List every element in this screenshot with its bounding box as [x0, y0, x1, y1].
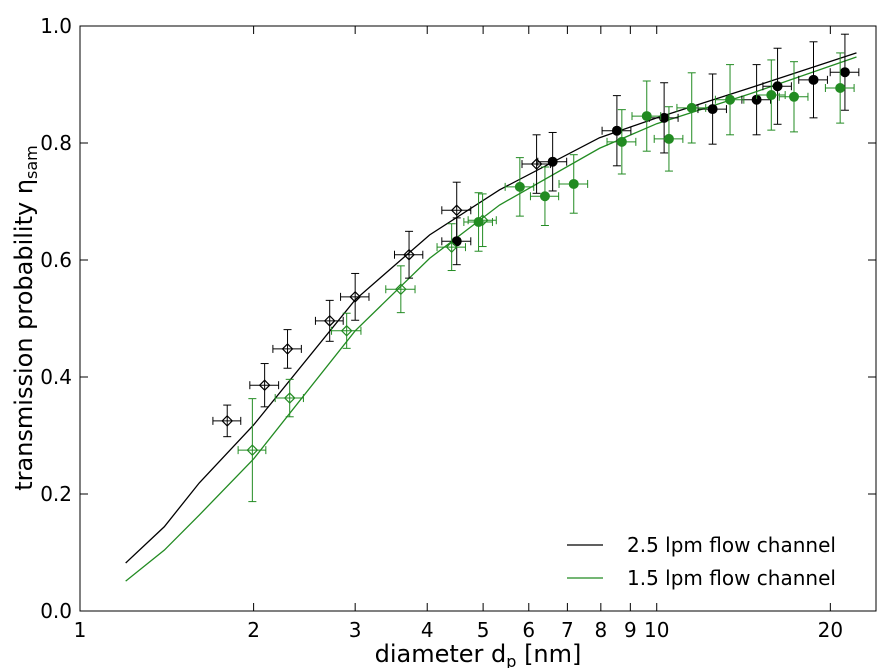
y-tick-label: 0.6: [40, 248, 72, 272]
x-axis-label: diameter dp [nm]: [375, 640, 582, 668]
x-tick-label: 8: [594, 618, 607, 642]
data-point: [839, 67, 850, 78]
plot-frame: [79, 25, 877, 612]
y-tick-label: 0.4: [40, 365, 72, 389]
data-point: [808, 74, 819, 85]
data-point: [349, 291, 362, 303]
data-point: [445, 241, 458, 253]
data-point: [450, 204, 463, 217]
data-point: [473, 216, 484, 227]
data-point: [641, 111, 652, 122]
fit-curve: [125, 56, 857, 582]
data-point: [283, 392, 296, 404]
fit-curve: [125, 52, 857, 564]
x-tick-label: 4: [421, 618, 434, 642]
data-point: [246, 444, 259, 456]
x-tick-label: 1: [74, 618, 87, 642]
data-point: [221, 415, 234, 427]
legend-label: 1.5 lpm flow channel: [627, 566, 836, 590]
y-tick-label: 0.2: [40, 482, 72, 506]
data-point: [616, 136, 627, 147]
data-point: [835, 83, 846, 94]
y-axis-label: transmission probability ηsam: [10, 145, 41, 491]
x-tick-label: 5: [477, 618, 490, 642]
x-label-sub: p: [506, 652, 516, 668]
data-point: [281, 343, 294, 355]
x-tick-label: 6: [522, 618, 535, 642]
x-tick-label: 3: [349, 618, 362, 642]
data-point: [547, 156, 558, 167]
x-label-text: diameter d: [375, 640, 507, 668]
data-point: [707, 104, 718, 115]
data-point: [725, 94, 736, 105]
y-label-text: transmission probability η: [10, 179, 38, 491]
data-point: [530, 158, 543, 170]
y-tick-label: 0.8: [40, 131, 72, 155]
data-point: [451, 236, 462, 247]
data-point: [403, 248, 415, 261]
legend-label: 2.5 lpm flow channel: [627, 533, 836, 557]
y-label-sub: sam: [22, 145, 41, 179]
data-point: [663, 133, 674, 144]
x-tick-label: 2: [247, 618, 260, 642]
data-point: [766, 90, 777, 101]
data-point: [686, 102, 697, 113]
x-label-tail: [nm]: [516, 640, 581, 668]
y-tick-label: 0.0: [40, 599, 72, 623]
data-point: [394, 283, 407, 296]
x-tick-label: 10: [644, 618, 669, 642]
data-point: [611, 125, 622, 136]
data-point: [568, 178, 579, 189]
data-point: [340, 324, 353, 337]
x-tick-label: 20: [818, 618, 843, 642]
x-tick-label: 7: [561, 618, 574, 642]
y-tick-label: 1.0: [40, 14, 72, 38]
data-point: [539, 191, 550, 202]
x-tick-label: 9: [624, 618, 637, 642]
data-point: [514, 181, 525, 192]
data-point: [323, 314, 336, 327]
data-point: [258, 379, 271, 392]
data-point: [772, 81, 783, 92]
data-point: [789, 91, 800, 102]
